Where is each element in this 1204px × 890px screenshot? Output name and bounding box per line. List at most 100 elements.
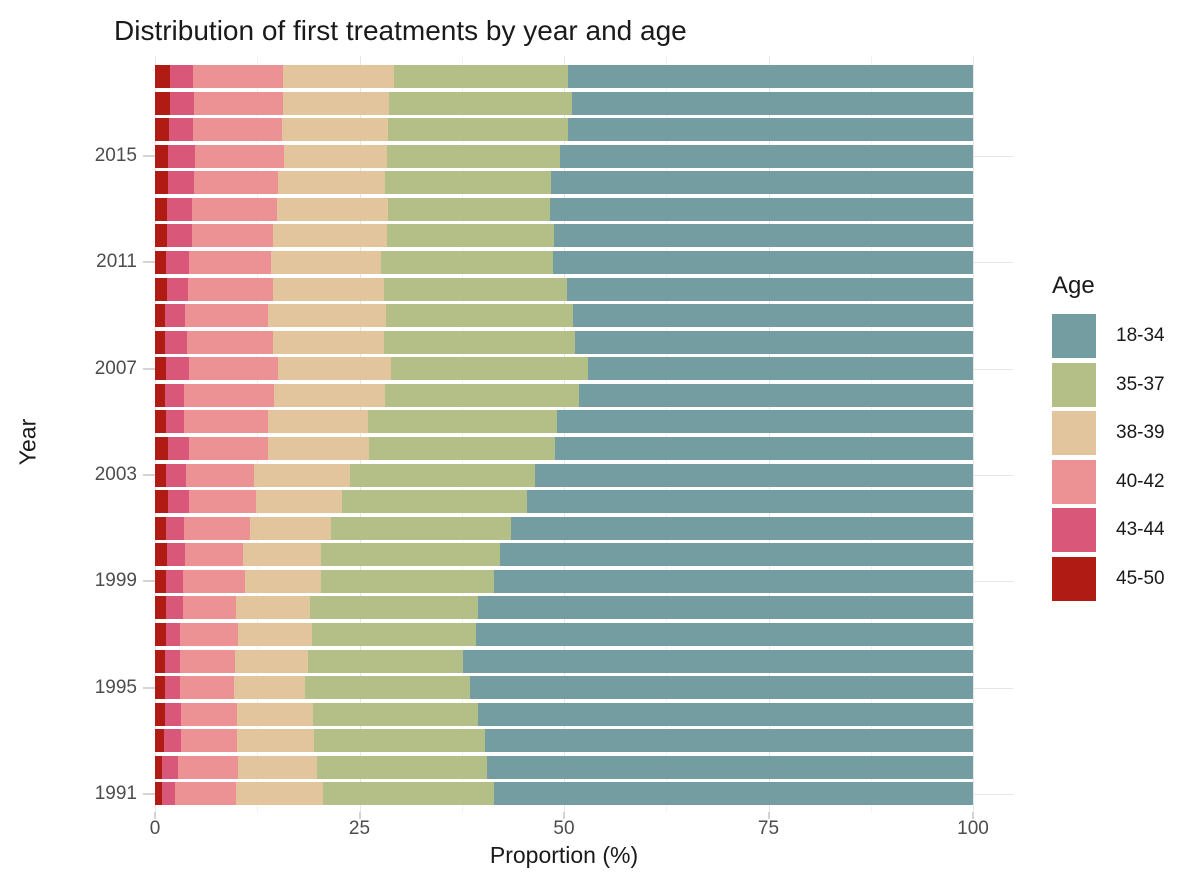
bar-segment-2015-age-43-44	[168, 144, 196, 168]
bar-segment-1996-age-43-44	[164, 649, 181, 673]
legend-label: 18-34	[1116, 325, 1165, 346]
y-tick-mark	[143, 367, 155, 370]
bar-segment-2014-age-38-39	[277, 171, 385, 195]
bar-segment-2017-age-43-44	[169, 91, 195, 115]
bar-segment-2006-age-18-34	[578, 383, 973, 407]
bar-segment-2015-age-18-34	[559, 144, 973, 168]
bar-segment-1998-age-38-39	[235, 596, 310, 620]
legend-swatch-icon	[1052, 508, 1096, 552]
y-tick-label: 1991	[94, 782, 137, 804]
bar-segment-2014-age-43-44	[168, 171, 195, 195]
y-tick-label: 1999	[94, 570, 137, 592]
bar-row-2016	[155, 118, 973, 142]
bar-row-2006	[155, 383, 973, 407]
bar-row-2014	[155, 171, 973, 195]
bar-segment-1993-age-38-39	[236, 729, 315, 753]
y-tick-mark	[143, 261, 155, 264]
bar-segment-2012-age-40-42	[191, 224, 273, 248]
bar-row-2013	[155, 197, 973, 221]
x-gridline-minor	[666, 56, 668, 812]
bar-segment-2008-age-35-37	[384, 330, 576, 354]
bar-segment-2009-age-35-37	[386, 304, 573, 328]
bar-segment-2010-age-40-42	[187, 277, 273, 301]
bar-segment-2012-age-38-39	[272, 224, 388, 248]
bar-row-1991	[155, 782, 973, 806]
legend-label: 45-50	[1116, 567, 1165, 589]
bar-segment-2008-age-40-42	[186, 330, 273, 354]
y-tick-mark	[143, 474, 155, 477]
legend-title: Age	[1052, 272, 1095, 299]
bar-row-2018	[155, 65, 973, 88]
plot-panel	[155, 56, 1013, 812]
bar-segment-2008-age-43-44	[164, 330, 187, 354]
bar-segment-1997-age-18-34	[476, 622, 973, 646]
bar-segment-1992-age-43-44	[162, 755, 178, 779]
bar-row-2003	[155, 463, 973, 487]
bar-segment-1999-age-18-34	[494, 569, 973, 593]
bar-segment-2009-age-18-34	[572, 304, 973, 328]
bar-segment-2005-age-40-42	[184, 410, 268, 434]
x-gridline-major	[973, 56, 974, 812]
y-tick-label: 2015	[94, 145, 137, 167]
y-tick-mark	[143, 792, 155, 795]
bar-segment-2013-age-45-50	[155, 197, 168, 221]
x-tick-label: 0	[149, 818, 161, 839]
bar-segment-1991-age-43-44	[161, 782, 175, 806]
legend-entry-43-44: 43-44	[1050, 508, 1204, 552]
bar-segment-2001-age-45-50	[155, 516, 167, 540]
x-gridline-major	[359, 56, 361, 812]
legend-swatch-icon	[1052, 314, 1096, 358]
bar-row-2001	[155, 516, 973, 540]
bar-segment-2004-age-40-42	[189, 436, 268, 460]
bar-row-2007	[155, 357, 973, 381]
bar-segment-2004-age-38-39	[267, 436, 370, 460]
x-tick-mark	[767, 812, 770, 819]
x-gridline-major	[155, 56, 156, 812]
bar-segment-2018-age-35-37	[393, 65, 569, 88]
bar-row-1995	[155, 676, 973, 700]
bar-segment-2017-age-35-37	[388, 91, 573, 115]
x-gridline-minor	[461, 56, 463, 812]
bar-row-1998	[155, 596, 973, 620]
bar-segment-1999-age-38-39	[244, 569, 322, 593]
bar-segment-2017-age-38-39	[283, 91, 389, 115]
bar-segment-1998-age-40-42	[182, 596, 236, 620]
bar-row-2010	[155, 277, 973, 301]
bar-segment-2016-age-18-34	[568, 118, 973, 142]
x-tick-mark	[154, 812, 156, 819]
y-tick-label: 1995	[94, 676, 137, 698]
bar-segment-1991-age-18-34	[493, 782, 973, 806]
bar-row-2008	[155, 330, 973, 354]
x-gridline-minor	[870, 56, 872, 812]
bar-segment-1999-age-40-42	[182, 569, 245, 593]
bar-segment-2003-age-45-50	[155, 463, 167, 487]
bar-segment-1997-age-35-37	[312, 622, 477, 646]
bar-segment-2015-age-35-37	[387, 144, 560, 168]
bar-segment-1996-age-45-50	[155, 649, 165, 673]
bar-segment-1997-age-45-50	[155, 622, 166, 646]
bar-segment-1993-age-35-37	[314, 729, 486, 753]
bar-segment-1991-age-40-42	[174, 782, 236, 806]
bar-segment-2002-age-35-37	[342, 490, 528, 514]
bar-segment-1991-age-45-50	[155, 782, 162, 806]
bar-segment-2011-age-43-44	[166, 250, 189, 274]
bar-row-2002	[155, 490, 973, 514]
bar-segment-2018-age-43-44	[169, 65, 193, 88]
bar-segment-1992-age-40-42	[177, 755, 238, 779]
bar-segment-2013-age-35-37	[388, 197, 551, 221]
x-tick-label: 50	[553, 818, 575, 839]
bar-segment-1997-age-40-42	[180, 622, 239, 646]
bar-segment-2001-age-40-42	[184, 516, 250, 540]
bar-segment-2015-age-38-39	[284, 144, 388, 168]
bar-segment-2005-age-18-34	[556, 410, 973, 434]
bar-segment-2003-age-35-37	[349, 463, 536, 487]
y-tick-mark	[143, 155, 155, 158]
legend-entry-35-37: 35-37	[1050, 362, 1204, 407]
bar-segment-2013-age-18-34	[550, 197, 973, 221]
bar-segment-1991-age-38-39	[235, 782, 324, 806]
x-tick-mark	[972, 812, 974, 819]
x-tick-mark	[563, 812, 565, 819]
bar-segment-2009-age-40-42	[185, 304, 268, 328]
bar-segment-2009-age-43-44	[164, 304, 186, 328]
